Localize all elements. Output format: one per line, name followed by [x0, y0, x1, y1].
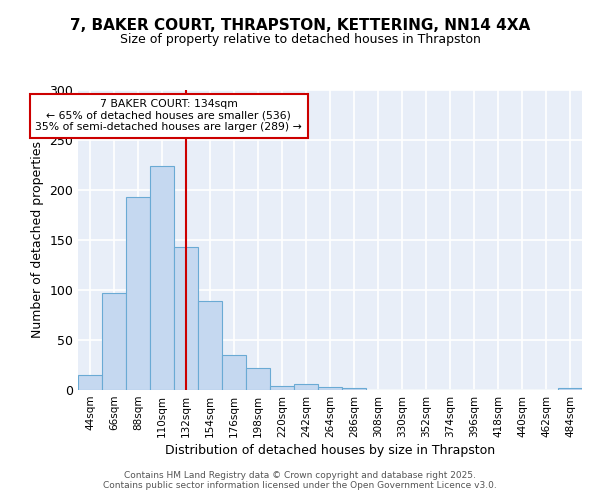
Y-axis label: Number of detached properties: Number of detached properties	[31, 142, 44, 338]
Text: 7, BAKER COURT, THRAPSTON, KETTERING, NN14 4XA: 7, BAKER COURT, THRAPSTON, KETTERING, NN…	[70, 18, 530, 32]
Text: Contains HM Land Registry data © Crown copyright and database right 2025.
Contai: Contains HM Land Registry data © Crown c…	[103, 470, 497, 490]
Bar	[198, 301, 222, 390]
Bar	[318, 387, 342, 390]
Text: Size of property relative to detached houses in Thrapston: Size of property relative to detached ho…	[119, 32, 481, 46]
X-axis label: Distribution of detached houses by size in Thrapston: Distribution of detached houses by size …	[165, 444, 495, 457]
Bar	[150, 166, 174, 390]
Bar	[558, 388, 582, 390]
Bar	[126, 197, 150, 390]
Bar	[342, 388, 366, 390]
Bar	[246, 368, 270, 390]
Bar	[174, 247, 198, 390]
Bar	[78, 375, 102, 390]
Text: 7 BAKER COURT: 134sqm
← 65% of detached houses are smaller (536)
35% of semi-det: 7 BAKER COURT: 134sqm ← 65% of detached …	[35, 99, 302, 132]
Bar	[294, 384, 318, 390]
Bar	[102, 293, 126, 390]
Bar	[222, 355, 246, 390]
Bar	[270, 386, 294, 390]
